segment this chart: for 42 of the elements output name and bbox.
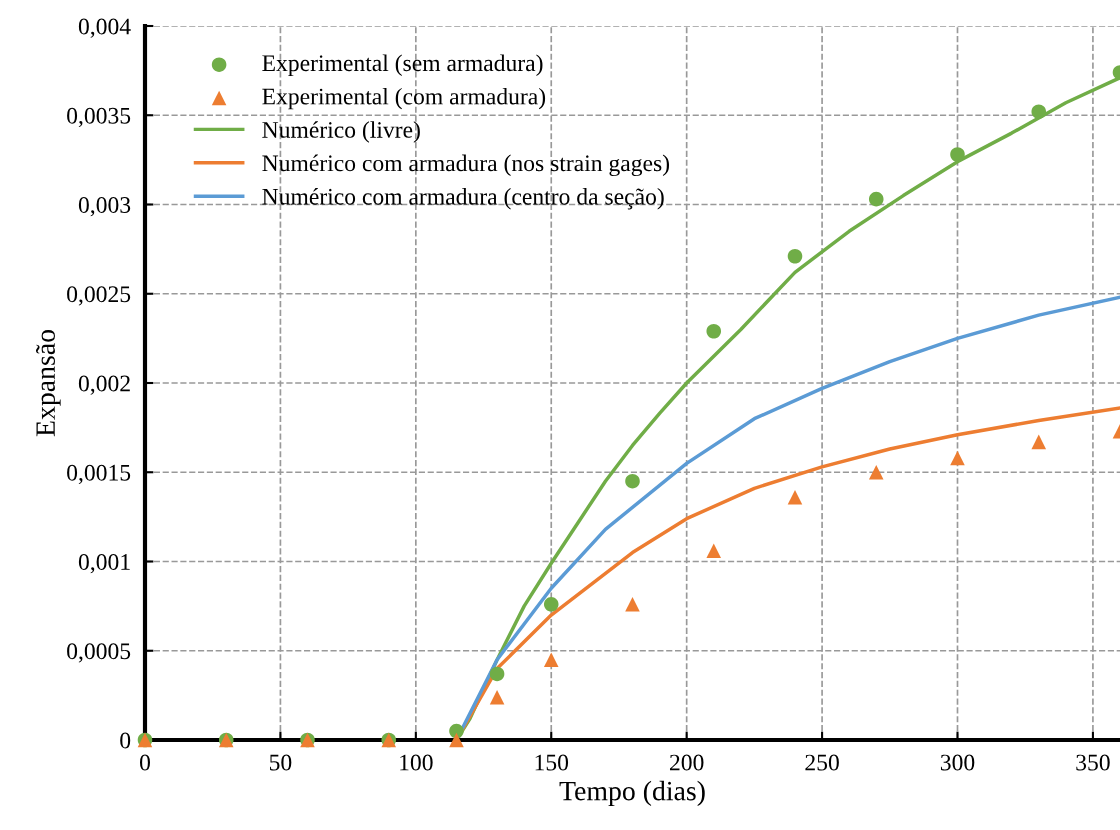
y-tick-label: 0,0025 bbox=[67, 286, 131, 306]
legend-label: Experimental (com armadura) bbox=[262, 87, 546, 110]
x-tick-label: 0 bbox=[140, 754, 150, 771]
point bbox=[787, 248, 803, 264]
point bbox=[543, 652, 559, 667]
point bbox=[449, 723, 464, 739]
x-tick-label: 50 bbox=[269, 754, 292, 771]
point bbox=[950, 147, 965, 162]
y-tick-label: 0,0035 bbox=[67, 107, 131, 128]
y-tick-label: 0,001 bbox=[78, 553, 130, 574]
y-tick-label: 0,002 bbox=[78, 375, 130, 395]
point bbox=[625, 597, 640, 612]
point bbox=[706, 543, 722, 559]
point bbox=[543, 597, 559, 612]
x-tick-label: 150 bbox=[535, 754, 569, 771]
x-tick-label: 250 bbox=[805, 754, 839, 771]
y-tick-label: 0 bbox=[120, 732, 131, 749]
y-tick-label: 0,004 bbox=[78, 18, 131, 38]
x-tick-label: 300 bbox=[940, 754, 975, 771]
x-tick-label: 100 bbox=[400, 754, 433, 771]
legend-label: Numérico (livre) bbox=[262, 121, 420, 143]
point bbox=[868, 464, 884, 480]
point bbox=[449, 732, 464, 748]
y-tick-label: 0,0015 bbox=[67, 464, 131, 485]
point bbox=[625, 473, 640, 489]
point bbox=[706, 323, 722, 339]
x-tick-label: 200 bbox=[669, 754, 704, 771]
point bbox=[787, 489, 803, 505]
point bbox=[868, 191, 884, 207]
point bbox=[1031, 434, 1047, 450]
point bbox=[489, 666, 505, 682]
point bbox=[1031, 104, 1047, 119]
legend-label: Experimental (sem armadura) bbox=[262, 54, 543, 76]
x-tick-label: 350 bbox=[1076, 754, 1110, 771]
x-axis-title: Tempo (dias) bbox=[559, 780, 705, 807]
y-axis-title: Expansão bbox=[35, 330, 61, 437]
point bbox=[489, 689, 505, 705]
y-tick-label: 0,0005 bbox=[67, 643, 131, 663]
legend-label: Numérico com armadura (centro da seção) bbox=[262, 188, 664, 210]
point bbox=[950, 450, 965, 466]
legend-label: Numérico com armadura (nos strain gages) bbox=[262, 154, 670, 177]
y-tick-label: 0,003 bbox=[78, 196, 131, 217]
